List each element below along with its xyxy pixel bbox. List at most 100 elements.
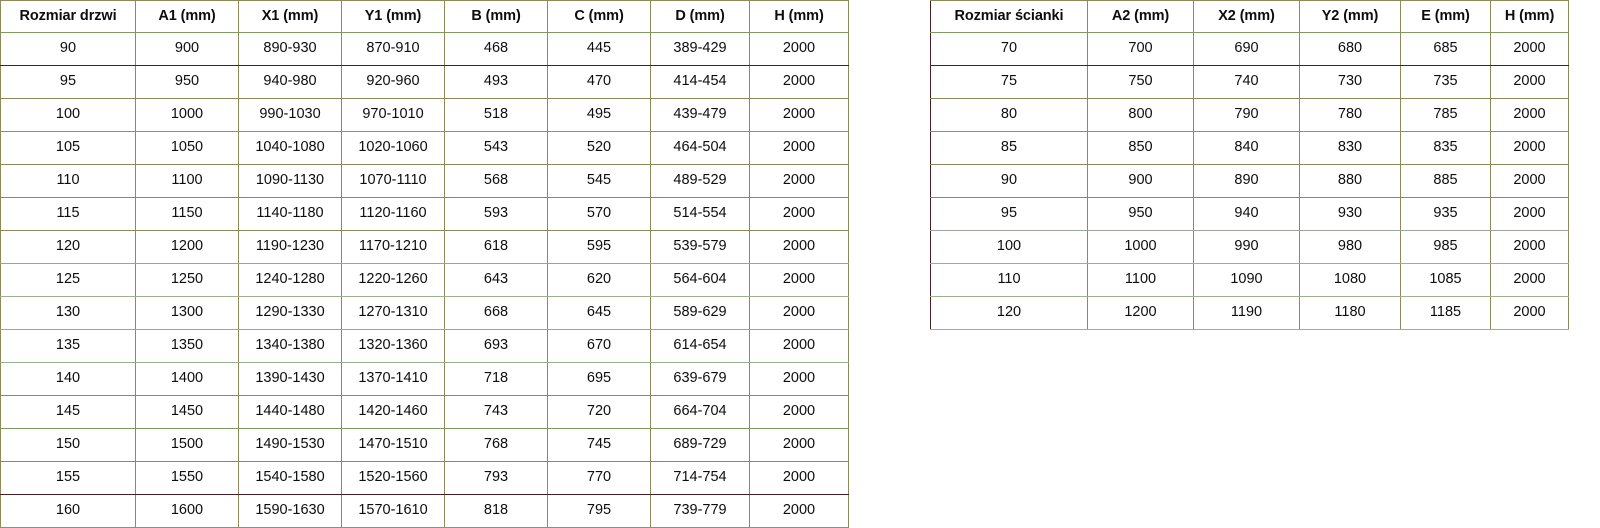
walls-column-header-3: Y2 (mm)	[1299, 0, 1401, 33]
wall-table-body: 70 700 690 680 685 2000 75 750 740 730 735 2000 80 80…	[930, 32, 1569, 330]
table-row: 155 1550 1540-1580 1520-1560 793 770 714-754 20…	[0, 461, 849, 495]
doors-cell-r5-c6: 514-554	[650, 197, 750, 231]
walls-cell-r1-c5: 2000	[1490, 65, 1569, 99]
walls-cell-r3-c5: 2000	[1490, 131, 1569, 165]
walls-cell-r2-c2: 790	[1193, 98, 1300, 132]
doors-cell-r10-c7: 2000	[749, 362, 849, 396]
doors-cell-r1-c1: 950	[135, 65, 239, 99]
table-row: 125 1250 1240-1280 1220-1260 643 620 564-604 20…	[0, 263, 849, 297]
table-row: 70 700 690 680 685 2000	[930, 32, 1569, 66]
doors-cell-r2-c1: 1000	[135, 98, 239, 132]
doors-cell-r11-c4: 743	[444, 395, 548, 429]
doors-cell-r14-c4: 818	[444, 494, 548, 528]
doors-cell-r1-c0: 95	[0, 65, 136, 99]
doors-cell-r9-c0: 135	[0, 329, 136, 363]
doors-cell-r9-c1: 1350	[135, 329, 239, 363]
walls-cell-r5-c2: 940	[1193, 197, 1300, 231]
doors-cell-r9-c5: 670	[547, 329, 651, 363]
table-row: 120 1200 1190 1180 1185 2000	[930, 296, 1569, 330]
doors-cell-r1-c5: 470	[547, 65, 651, 99]
doors-cell-r5-c0: 115	[0, 197, 136, 231]
doors-cell-r11-c7: 2000	[749, 395, 849, 429]
table-row: 110 1100 1090 1080 1085 2000	[930, 263, 1569, 297]
walls-column-header-5: H (mm)	[1490, 0, 1569, 33]
walls-cell-r7-c2: 1090	[1193, 263, 1300, 297]
walls-cell-r7-c5: 2000	[1490, 263, 1569, 297]
table-row: 90 900 890 880 885 2000	[930, 164, 1569, 198]
doors-cell-r3-c7: 2000	[749, 131, 849, 165]
walls-cell-r5-c1: 950	[1087, 197, 1194, 231]
doors-cell-r1-c6: 414-454	[650, 65, 750, 99]
doors-cell-r14-c2: 1590-1630	[238, 494, 342, 528]
doors-cell-r11-c3: 1420-1460	[341, 395, 445, 429]
doors-cell-r7-c3: 1220-1260	[341, 263, 445, 297]
table-row: 80 800 790 780 785 2000	[930, 98, 1569, 132]
doors-cell-r8-c4: 668	[444, 296, 548, 330]
doors-cell-r7-c0: 125	[0, 263, 136, 297]
doors-cell-r14-c0: 160	[0, 494, 136, 528]
doors-cell-r2-c7: 2000	[749, 98, 849, 132]
doors-cell-r11-c5: 720	[547, 395, 651, 429]
table-row: 105 1050 1040-1080 1020-1060 543 520 464-504 20…	[0, 131, 849, 165]
door-table-header-row: Rozmiar drzwi A1 (mm) X1 (mm) Y1 (mm) B (mm)…	[0, 0, 849, 33]
walls-cell-r0-c1: 700	[1087, 32, 1194, 66]
doors-cell-r12-c3: 1470-1510	[341, 428, 445, 462]
doors-cell-r5-c1: 1150	[135, 197, 239, 231]
walls-cell-r1-c4: 735	[1400, 65, 1491, 99]
doors-column-header-1: A1 (mm)	[135, 0, 239, 33]
doors-cell-r7-c4: 643	[444, 263, 548, 297]
doors-cell-r13-c6: 714-754	[650, 461, 750, 495]
doors-cell-r7-c5: 620	[547, 263, 651, 297]
doors-cell-r12-c0: 150	[0, 428, 136, 462]
doors-column-header-3: Y1 (mm)	[341, 0, 445, 33]
walls-cell-r4-c1: 900	[1087, 164, 1194, 198]
doors-cell-r4-c2: 1090-1130	[238, 164, 342, 198]
doors-cell-r0-c3: 870-910	[341, 32, 445, 66]
doors-cell-r11-c6: 664-704	[650, 395, 750, 429]
walls-cell-r2-c3: 780	[1299, 98, 1401, 132]
doors-cell-r4-c0: 110	[0, 164, 136, 198]
walls-cell-r6-c0: 100	[930, 230, 1088, 264]
doors-cell-r14-c5: 795	[547, 494, 651, 528]
doors-cell-r4-c5: 545	[547, 164, 651, 198]
doors-cell-r10-c3: 1370-1410	[341, 362, 445, 396]
walls-cell-r8-c4: 1185	[1400, 296, 1491, 330]
table-row: 120 1200 1190-1230 1170-1210 618 595 539-579 20…	[0, 230, 849, 264]
door-table-head: Rozmiar drzwi A1 (mm) X1 (mm) Y1 (mm) B (mm)…	[0, 0, 849, 33]
doors-cell-r13-c4: 793	[444, 461, 548, 495]
table-row: 95 950 940 930 935 2000	[930, 197, 1569, 231]
walls-cell-r2-c0: 80	[930, 98, 1088, 132]
doors-cell-r2-c2: 990-1030	[238, 98, 342, 132]
doors-cell-r6-c1: 1200	[135, 230, 239, 264]
doors-cell-r7-c6: 564-604	[650, 263, 750, 297]
walls-cell-r6-c2: 990	[1193, 230, 1300, 264]
doors-cell-r9-c4: 693	[444, 329, 548, 363]
doors-cell-r1-c3: 920-960	[341, 65, 445, 99]
table-row: 145 1450 1440-1480 1420-1460 743 720 664-704 20…	[0, 395, 849, 429]
doors-column-header-2: X1 (mm)	[238, 0, 342, 33]
walls-cell-r7-c3: 1080	[1299, 263, 1401, 297]
doors-cell-r6-c7: 2000	[749, 230, 849, 264]
doors-cell-r12-c5: 745	[547, 428, 651, 462]
doors-column-header-6: D (mm)	[650, 0, 750, 33]
walls-cell-r7-c0: 110	[930, 263, 1088, 297]
doors-column-header-5: C (mm)	[547, 0, 651, 33]
doors-cell-r0-c6: 389-429	[650, 32, 750, 66]
walls-cell-r2-c1: 800	[1087, 98, 1194, 132]
doors-cell-r3-c6: 464-504	[650, 131, 750, 165]
doors-cell-r5-c5: 570	[547, 197, 651, 231]
doors-cell-r2-c6: 439-479	[650, 98, 750, 132]
doors-cell-r7-c2: 1240-1280	[238, 263, 342, 297]
doors-cell-r10-c0: 140	[0, 362, 136, 396]
doors-cell-r6-c6: 539-579	[650, 230, 750, 264]
doors-cell-r2-c4: 518	[444, 98, 548, 132]
doors-column-header-0: Rozmiar drzwi	[0, 0, 136, 33]
walls-cell-r8-c3: 1180	[1299, 296, 1401, 330]
doors-cell-r8-c1: 1300	[135, 296, 239, 330]
walls-cell-r0-c2: 690	[1193, 32, 1300, 66]
walls-cell-r3-c2: 840	[1193, 131, 1300, 165]
doors-cell-r0-c4: 468	[444, 32, 548, 66]
doors-cell-r12-c1: 1500	[135, 428, 239, 462]
wall-dimensions-table: Rozmiar ścianki A2 (mm) X2 (mm) Y2 (mm) E (m…	[930, 0, 1569, 330]
doors-cell-r11-c1: 1450	[135, 395, 239, 429]
